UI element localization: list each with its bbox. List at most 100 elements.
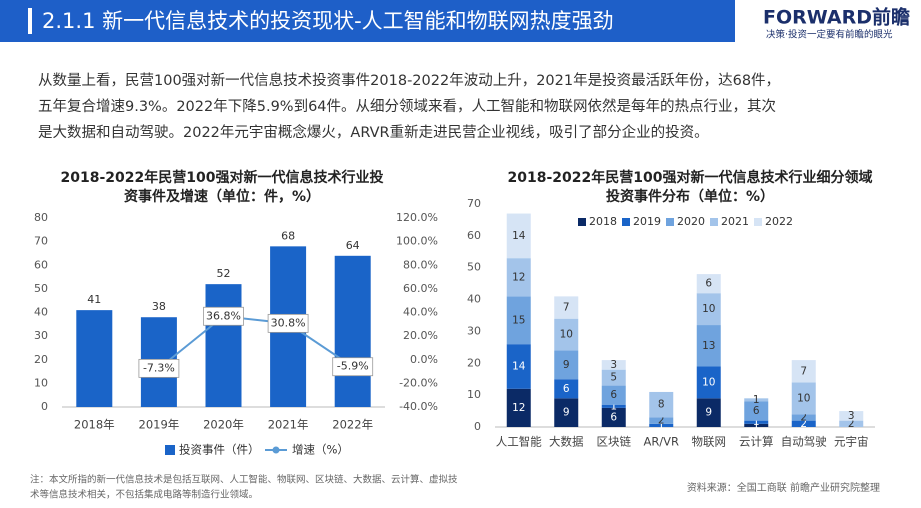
segment-label: 2	[658, 415, 665, 427]
segment-label: 6	[610, 389, 617, 401]
header-bar	[0, 0, 735, 42]
y2-tick-label: -40.0%	[399, 400, 438, 413]
bar-label: 64	[346, 239, 360, 252]
bar-segment	[649, 417, 674, 424]
chart-title: 2018-2022年民营100强对新一代信息技术行业细分领域	[508, 169, 873, 186]
bar-segment	[791, 420, 816, 427]
bar	[205, 284, 242, 407]
header-title: 2.1.1 新一代信息技术的投资现状-人工智能和物联网热度强劲	[42, 9, 614, 33]
segment-label: 1	[753, 416, 760, 428]
x-tick-label: 2018年	[74, 418, 115, 432]
segment-label: 6	[705, 278, 712, 290]
x-tick-label: 自动驾驶	[781, 435, 827, 449]
y2-tick-label: 20.0%	[403, 329, 438, 342]
label-box	[203, 306, 244, 326]
y-tick-label: 20	[467, 356, 481, 369]
legend-label: 2021	[721, 215, 749, 228]
segment-label: 10	[702, 376, 715, 388]
bar-segment	[506, 344, 531, 389]
bar-label: 38	[152, 300, 166, 313]
y-tick-label: 60	[467, 229, 481, 242]
legend-swatch	[165, 445, 175, 455]
segment-label: 2	[800, 418, 807, 430]
legend-swatch	[754, 218, 762, 226]
bar-segment	[649, 391, 674, 418]
y-tick-label: 50	[34, 282, 48, 295]
segment-label: 1	[753, 394, 760, 406]
legend-label: 增速（%）	[292, 443, 349, 457]
segment-label: 9	[563, 359, 570, 371]
chart-title: 2018-2022年民营100强对新一代信息技术行业投	[61, 169, 384, 186]
bar-segment	[649, 423, 674, 427]
y-tick-label: 40	[34, 306, 48, 319]
footnote: 注：本文所指的新一代信息技术是包括互联网、人工智能、物联网、区块链、大数据、云计…	[30, 474, 458, 486]
bar-segment	[554, 318, 579, 351]
x-tick-label: 人工智能	[496, 435, 542, 449]
y2-tick-label: 80.0%	[403, 258, 438, 271]
bar-segment	[696, 366, 721, 399]
legend-label: 2022	[765, 215, 793, 228]
x-tick-label: AR/VR	[643, 435, 679, 449]
y-tick-label: 80	[34, 211, 48, 224]
bar-label: 41	[87, 293, 101, 306]
y-tick-label: 40	[467, 293, 481, 306]
bar-segment	[791, 360, 816, 383]
bar-segment	[506, 258, 531, 297]
bar-segment	[554, 379, 579, 399]
x-tick-label: 云计算	[739, 435, 774, 449]
bar-segment	[696, 325, 721, 367]
bar-segment	[506, 213, 531, 259]
legend-label: 2019	[633, 215, 661, 228]
y2-tick-label: 0.0%	[410, 353, 438, 366]
bar-segment	[506, 296, 531, 345]
growth-line	[158, 315, 354, 370]
bar-segment	[554, 350, 579, 380]
bar-segment	[554, 296, 579, 319]
bar-segment	[744, 401, 769, 421]
bar-segment	[839, 411, 864, 421]
legend-swatch	[622, 218, 630, 226]
segment-label: 6	[610, 411, 617, 423]
segment-label: 15	[512, 314, 525, 326]
bar-segment	[554, 398, 579, 427]
segment-label: 10	[560, 329, 573, 341]
x-tick-label: 2019年	[139, 418, 180, 432]
bar-segment	[696, 398, 721, 427]
label-box	[138, 358, 180, 378]
y-tick-label: 30	[34, 329, 48, 342]
segment-label: 13	[702, 340, 715, 352]
bar-segment	[696, 274, 721, 294]
body-line: 从数量上看，民营100强对新一代信息技术投资事件2018-2022年波动上升，2…	[38, 72, 780, 89]
y-tick-label: 10	[467, 388, 481, 401]
bar-segment	[601, 407, 626, 427]
bar-segment	[601, 369, 626, 386]
bar	[334, 255, 371, 407]
y-tick-label: 60	[34, 258, 48, 271]
segment-label: 2	[800, 411, 807, 423]
segment-label: 14	[512, 360, 526, 372]
bar-segment	[839, 420, 864, 427]
bar-label: 68	[281, 229, 295, 242]
segment-label: 1	[610, 400, 617, 412]
segment-label: 8	[658, 399, 665, 411]
segment-label: 6	[753, 405, 760, 417]
legend-label: 投资事件（件）	[179, 443, 260, 457]
y-tick-label: 70	[34, 235, 48, 248]
legend-label: 2018	[589, 215, 617, 228]
growth-label: -5.9%	[337, 360, 369, 373]
x-tick-label: 大数据	[549, 435, 584, 449]
x-tick-label: 2020年	[203, 418, 244, 432]
bar-segment	[601, 385, 626, 405]
bar-segment	[791, 414, 816, 421]
segment-label: 2	[848, 418, 855, 430]
source: 资料来源：全国工商联 前瞻产业研究院整理	[687, 481, 880, 494]
y-tick-label: 70	[467, 197, 481, 210]
y-tick-label: 30	[467, 324, 481, 337]
segment-label: 10	[702, 303, 715, 315]
segment-label: 10	[797, 392, 810, 404]
bar-segment	[506, 388, 531, 427]
segment-label: 9	[705, 407, 712, 419]
segment-label: 7	[800, 365, 807, 377]
x-tick-label: 2022年	[332, 418, 373, 432]
legend-marker	[272, 446, 280, 454]
